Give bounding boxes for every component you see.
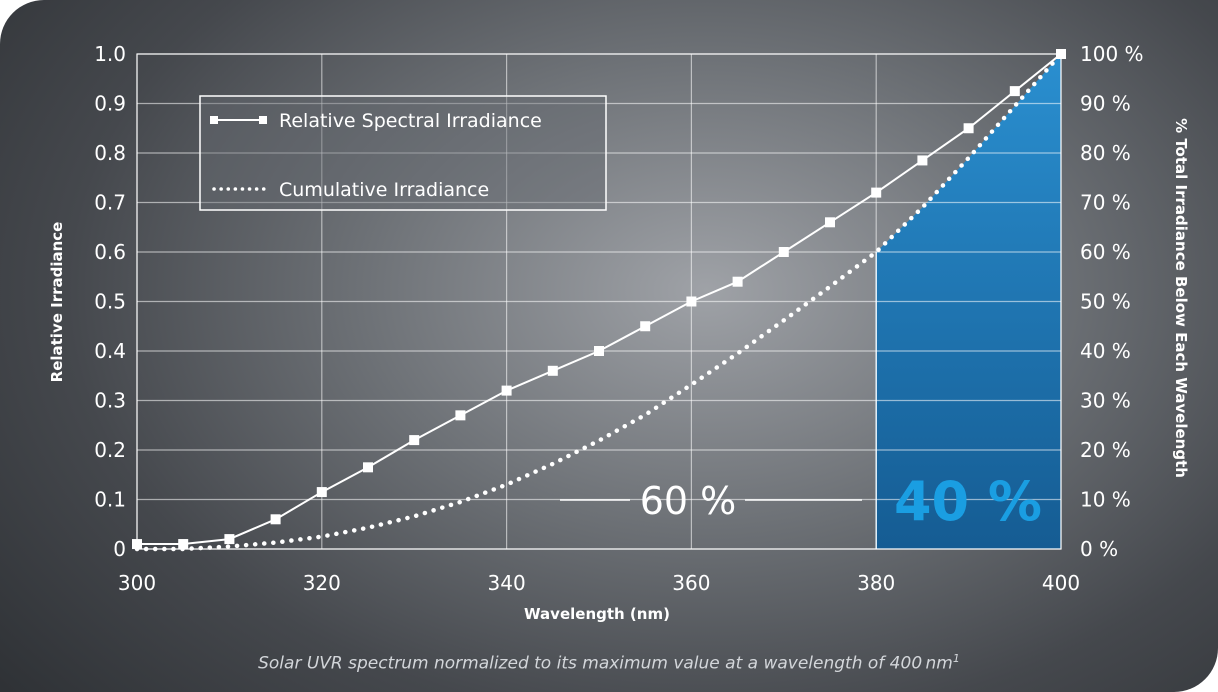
y-tick-label: 0.9 <box>94 92 126 116</box>
data-point-marker <box>871 187 882 198</box>
y2-tick-label: 20 % <box>1080 438 1131 462</box>
x-axis-title: Wavelength (nm) <box>524 605 670 623</box>
data-point-marker <box>501 385 512 396</box>
annotation-40-percent: 40 % <box>894 470 1042 533</box>
data-point-marker <box>132 539 142 550</box>
y2-tick-label: 10 % <box>1080 488 1131 512</box>
x-tick-label: 300 <box>118 571 156 595</box>
y2-axis-title: % Total Irradiance Below Each Wavelength <box>1172 118 1190 478</box>
legend-box <box>199 95 607 211</box>
y-tick-label: 0.6 <box>94 240 126 264</box>
y2-tick-label: 90 % <box>1080 92 1131 116</box>
cumulative-irradiance-line <box>134 51 1064 552</box>
legend-marker-left <box>210 116 218 124</box>
data-point-marker <box>270 514 281 525</box>
data-point-marker <box>732 276 743 287</box>
plot-frame <box>136 53 1062 550</box>
data-point-marker <box>778 247 789 257</box>
y2-tick-label: 40 % <box>1080 339 1131 363</box>
y-tick-label: 0.8 <box>94 141 126 165</box>
x-tick-label: 400 <box>1042 571 1080 595</box>
data-point-marker <box>1056 49 1066 59</box>
data-point-marker <box>547 365 558 376</box>
y-tick-label: 1.0 <box>94 42 126 66</box>
data-point-marker <box>455 410 466 421</box>
chart-caption: Solar UVR spectrum normalized to its max… <box>0 652 1218 674</box>
y2-tick-label: 100 % <box>1080 42 1144 66</box>
legend-label-cumulative-irradiance: Cumulative Irradiance <box>279 179 489 201</box>
legend-label-relative-spectral-irradiance: Relative Spectral Irradiance <box>279 110 542 132</box>
y-tick-label: 0.3 <box>94 389 126 413</box>
data-point-marker <box>224 534 235 545</box>
y2-tick-label: 70 % <box>1080 191 1131 215</box>
x-tick-label: 340 <box>488 571 526 595</box>
y-axis-title: Relative Irradiance <box>48 222 66 383</box>
y2-tick-label: 80 % <box>1080 141 1131 165</box>
data-point-marker <box>640 321 651 332</box>
y-tick-label: 0.4 <box>94 339 126 363</box>
data-point-marker <box>409 435 420 446</box>
caption-text: Solar UVR spectrum normalized to its max… <box>258 653 953 674</box>
caption-footnote-marker: 1 <box>952 652 960 665</box>
x-tick-label: 360 <box>672 571 710 595</box>
y-tick-label: 0 <box>113 537 126 561</box>
data-point-marker <box>686 296 697 307</box>
y2-tick-label: 30 % <box>1080 389 1131 413</box>
y2-tick-label: 60 % <box>1080 240 1131 264</box>
data-point-marker <box>917 155 928 166</box>
y2-tick-label: 50 % <box>1080 290 1131 314</box>
x-tick-label: 380 <box>857 571 895 595</box>
x-tick-label: 320 <box>303 571 341 595</box>
legend: Relative Spectral Irradiance Cumulative … <box>199 95 607 211</box>
legend-marker-right <box>259 116 267 124</box>
y2-tick-label: 0 % <box>1080 537 1118 561</box>
y-tick-label: 0.1 <box>94 488 126 512</box>
data-point-marker <box>825 217 835 228</box>
y-tick-label: 0.2 <box>94 438 126 462</box>
data-point-marker <box>594 346 604 356</box>
y-tick-label: 0.5 <box>94 290 126 314</box>
data-point-marker <box>1009 86 1020 97</box>
y-tick-label: 0.7 <box>94 191 126 215</box>
annotation-60-percent: 60 % <box>640 479 737 523</box>
data-point-marker <box>316 487 327 498</box>
data-point-marker <box>178 539 189 550</box>
data-point-marker <box>963 123 974 134</box>
data-point-marker <box>363 462 373 473</box>
